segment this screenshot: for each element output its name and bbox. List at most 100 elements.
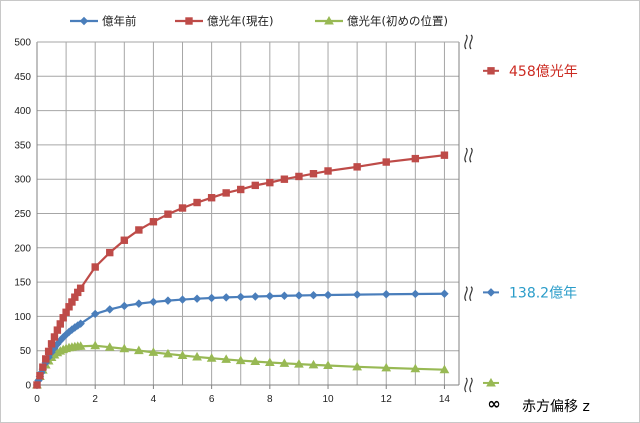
- data-point-square: [91, 263, 99, 271]
- data-point-square: [207, 194, 216, 202]
- data-point-square: [324, 167, 332, 175]
- y-tick-label: 300: [14, 175, 31, 186]
- data-point-diamond: [280, 291, 289, 300]
- data-point-square: [353, 163, 361, 171]
- data-point-triangle: [90, 340, 101, 350]
- data-point-diamond: [382, 290, 391, 299]
- y-tick-label: 350: [14, 140, 31, 151]
- y-tick-label: 250: [14, 209, 31, 220]
- data-point-diamond: [76, 319, 85, 328]
- data-point-diamond: [309, 290, 318, 300]
- legend-entry-label: 億年前: [102, 14, 137, 28]
- y-tick-label: 400: [14, 106, 31, 117]
- data-point-square: [178, 204, 187, 212]
- data-point-square: [193, 198, 201, 207]
- x-tick-label: 10: [322, 394, 334, 405]
- axis-break-mark: [464, 286, 468, 302]
- data-point-triangle: [250, 356, 261, 366]
- data-point-square: [222, 189, 230, 197]
- data-point-diamond: [411, 289, 420, 299]
- data-point-triangle: [324, 15, 334, 25]
- data-point-square: [280, 175, 289, 183]
- data-point-diamond: [207, 293, 216, 303]
- data-point-diamond: [294, 291, 304, 300]
- x-tick-label: 14: [439, 394, 451, 405]
- legend: 億年前 億光年(現在) 億光年(初めの位置): [70, 14, 448, 28]
- y-tick-label: 0: [25, 381, 31, 392]
- axis-break-mark: [464, 34, 468, 50]
- data-point-diamond: [486, 288, 496, 297]
- y-tick-labels: 0 50 100 150 200 250 300 350 400 450 500: [14, 38, 31, 392]
- data-point-square: [53, 326, 62, 334]
- data-point-triangle: [486, 377, 496, 387]
- data-point-square: [411, 154, 420, 163]
- marker-layer: [32, 151, 450, 390]
- data-point-triangle: [104, 342, 115, 351]
- data-point-square: [76, 284, 85, 292]
- data-point-diamond: [440, 289, 449, 298]
- data-point-triangle: [323, 360, 333, 370]
- x-axis-label: 赤方偏移 z: [522, 399, 590, 415]
- data-point-diamond: [134, 299, 144, 308]
- data-point-square: [382, 158, 390, 166]
- data-point-triangle: [308, 359, 319, 369]
- data-point-square: [44, 347, 53, 356]
- data-point-triangle: [119, 343, 130, 353]
- data-point-triangle: [264, 357, 275, 366]
- data-point-triangle: [352, 361, 362, 371]
- data-point-triangle: [439, 364, 450, 374]
- y-tick-label: 50: [20, 346, 32, 357]
- legend-entry-label: 億光年(初めの位置): [347, 14, 448, 28]
- data-point-triangle: [381, 362, 392, 372]
- data-point-square: [237, 185, 245, 194]
- x-tick-label: 2: [92, 394, 98, 405]
- data-point-square: [120, 236, 129, 244]
- x-tick-label: 6: [209, 394, 215, 405]
- data-point-square: [266, 178, 274, 187]
- x-tick-label: 0: [34, 394, 40, 405]
- data-point-triangle: [163, 348, 173, 358]
- data-point-square: [251, 181, 259, 190]
- data-point-square: [42, 355, 50, 363]
- data-point-diamond: [90, 309, 100, 319]
- axis-break-mark: [469, 34, 473, 50]
- infinity-value-label: 458億光年: [509, 64, 578, 80]
- data-point-diamond: [120, 301, 129, 311]
- infinity-value-label: 138.2億年: [509, 285, 577, 301]
- data-point-square: [135, 226, 143, 234]
- data-point-diamond: [352, 290, 362, 299]
- data-point-diamond: [236, 292, 245, 302]
- data-point-triangle: [134, 345, 144, 355]
- data-point-diamond: [221, 293, 231, 302]
- data-point-diamond: [323, 290, 333, 300]
- y-tick-label: 100: [14, 312, 31, 323]
- infinity-annotations: 458億光年 138.2億年: [483, 64, 578, 387]
- y-tick-label: 200: [14, 243, 31, 254]
- data-point-triangle: [410, 363, 421, 373]
- axis-break-marks: [464, 34, 473, 393]
- y-tick-label: 450: [14, 72, 31, 83]
- data-point-square: [295, 172, 303, 181]
- data-point-square: [39, 363, 47, 371]
- data-point-diamond: [178, 295, 187, 304]
- data-point-square: [106, 248, 114, 257]
- data-point-triangle: [279, 358, 290, 367]
- y-tick-label: 500: [14, 38, 31, 49]
- data-point-diamond: [149, 297, 158, 307]
- data-point-square: [50, 333, 59, 341]
- data-point-square: [56, 320, 64, 328]
- axis-break-mark: [469, 286, 473, 302]
- data-point-square: [487, 67, 495, 75]
- data-point-diamond: [105, 305, 114, 314]
- data-point-triangle: [235, 355, 246, 365]
- data-point-diamond: [163, 296, 173, 305]
- x-infinity-label: ∞: [487, 394, 500, 413]
- axis-break-mark: [469, 147, 473, 163]
- data-point-square: [440, 151, 449, 159]
- data-point-square: [309, 170, 318, 178]
- x-tick-label: 4: [151, 394, 157, 405]
- x-tick-label: 8: [267, 394, 273, 405]
